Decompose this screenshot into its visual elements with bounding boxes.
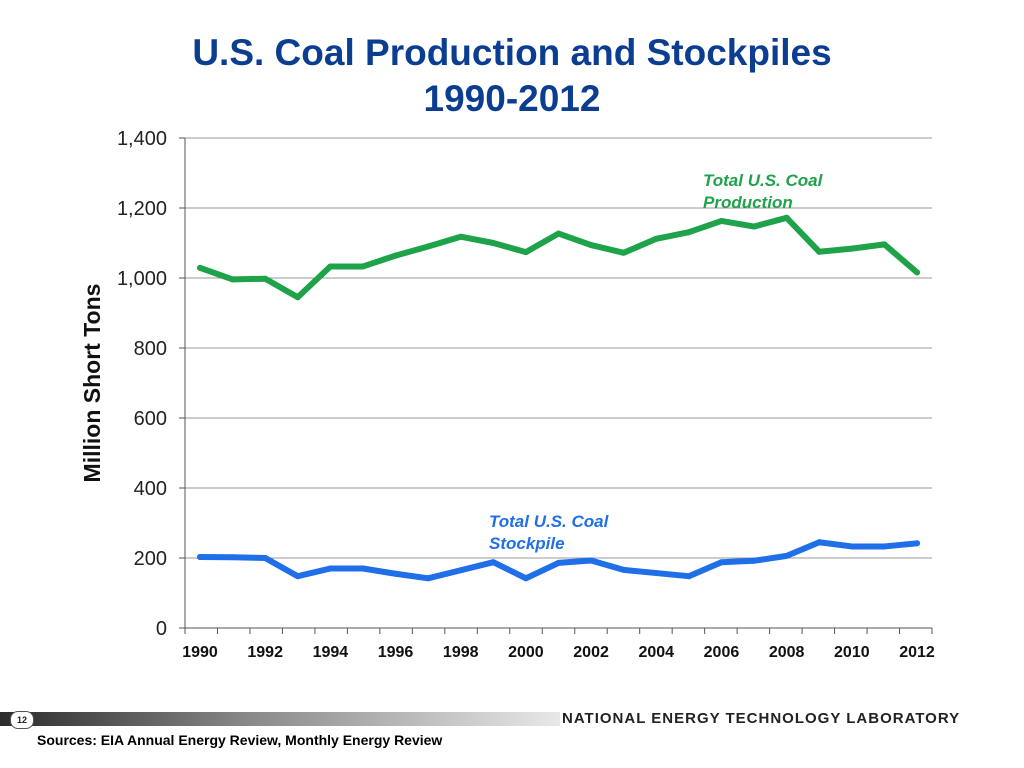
stockpile-data-point (783, 552, 790, 559)
x-tick-label: 1994 (313, 644, 349, 661)
stockpile-data-point (327, 565, 334, 572)
stockpile-data-point (653, 570, 660, 577)
y-axis-label: Million Short Tons (79, 284, 105, 483)
x-tick-label: 2000 (508, 644, 544, 661)
x-tick-label: 2012 (899, 644, 935, 661)
production-data-point (588, 242, 595, 249)
stockpile-data-point (620, 566, 627, 573)
stockpile-data-point (522, 575, 529, 582)
stockpile-data-point (848, 543, 855, 550)
stockpile-data-point (490, 559, 497, 566)
x-tick-label: 2006 (704, 644, 740, 661)
sources-note: Sources: EIA Annual Energy Review, Month… (37, 732, 443, 748)
y-tick-label: 0 (156, 618, 167, 640)
stockpile-data-point (229, 554, 236, 561)
production-label-line-1: Total U.S. Coal (703, 171, 824, 190)
production-data-point (392, 252, 399, 259)
page-number: 12 (10, 711, 34, 729)
production-data-point (848, 245, 855, 252)
y-tick-label: 200 (134, 548, 167, 570)
production-data-point (359, 263, 366, 270)
stockpile-data-point (555, 559, 562, 566)
production-label-line-2: Production (703, 193, 793, 212)
x-tick-label: 2004 (638, 644, 674, 661)
production-data-point (294, 294, 301, 301)
y-tick-label: 1,200 (117, 198, 167, 220)
x-tick-label: 2002 (573, 644, 609, 661)
slide-title: U.S. Coal Production and Stockpiles 1990… (0, 30, 1024, 122)
production-data-point (555, 230, 562, 237)
production-data-point (718, 217, 725, 224)
production-data-point (620, 249, 627, 256)
x-tick-label: 1996 (378, 644, 414, 661)
production-data-point (522, 249, 529, 256)
y-tick-label: 800 (134, 338, 167, 360)
y-tick-label: 400 (134, 478, 167, 500)
stockpile-data-point (816, 539, 823, 546)
production-data-point (262, 275, 269, 282)
stockpile-data-point (718, 559, 725, 566)
production-data-point (327, 263, 334, 270)
production-data-point (197, 264, 203, 271)
production-data-point (229, 276, 236, 283)
stockpile-label-line-2: Stockpile (489, 534, 565, 553)
stockpile-data-point (262, 555, 269, 561)
production-data-point (816, 248, 823, 255)
stockpile-data-point (685, 573, 692, 580)
stockpile-data-point (914, 540, 920, 547)
production-data-point (490, 240, 497, 246)
lab-name: NATIONAL ENERGY TECHNOLOGY LABORATORY (562, 710, 961, 727)
stockpile-data-point (392, 570, 399, 577)
production-data-point (653, 235, 660, 242)
y-tick-label: 1,400 (117, 128, 167, 150)
x-tick-label: 2010 (834, 644, 870, 661)
y-tick-label: 600 (134, 408, 167, 430)
stockpile-data-point (881, 543, 888, 550)
title-line-1: U.S. Coal Production and Stockpiles (192, 32, 832, 73)
production-data-point (783, 214, 790, 221)
x-tick-label: 1992 (247, 644, 283, 661)
line-chart: 0 200 400 600 800 1,000 1,200 1,400 1990 1992 1994… (79, 128, 935, 661)
footer-bar (0, 712, 560, 726)
stockpile-data-point (588, 557, 595, 564)
stockpile-data-point (197, 553, 203, 560)
production-data-point (425, 243, 432, 250)
y-tick-label: 1,000 (117, 268, 167, 290)
production-data-point (457, 233, 464, 240)
stockpile-data-point (457, 567, 464, 574)
stockpile-label-line-1: Total U.S. Coal (489, 512, 610, 531)
stockpile-data-point (751, 557, 758, 564)
production-data-point (881, 241, 888, 248)
stockpile-data-point (425, 575, 432, 582)
x-tick-label: 1990 (182, 644, 218, 661)
production-data-point (685, 229, 692, 236)
production-series-line (197, 214, 920, 301)
x-tick-label: 1998 (443, 644, 479, 661)
stockpile-data-point (359, 565, 366, 572)
title-line-2: 1990-2012 (423, 78, 601, 119)
production-data-point (751, 223, 758, 230)
production-data-point (914, 269, 920, 276)
stockpile-data-point (294, 573, 301, 580)
x-tick-label: 2008 (769, 644, 805, 661)
